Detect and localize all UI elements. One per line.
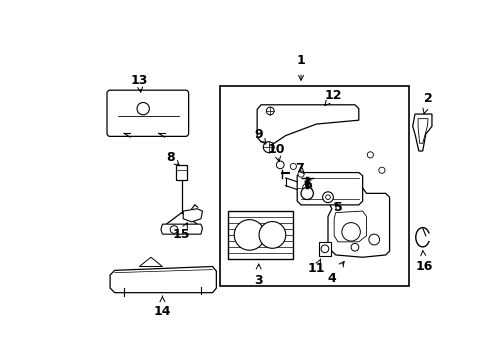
Text: 8: 8 bbox=[165, 150, 179, 166]
Text: 11: 11 bbox=[307, 259, 325, 275]
Polygon shape bbox=[183, 209, 202, 222]
Circle shape bbox=[276, 161, 284, 169]
Circle shape bbox=[290, 163, 296, 170]
Circle shape bbox=[263, 142, 274, 153]
Circle shape bbox=[297, 171, 304, 177]
Polygon shape bbox=[110, 266, 216, 293]
Circle shape bbox=[301, 187, 313, 199]
Polygon shape bbox=[417, 119, 427, 143]
Text: 6: 6 bbox=[302, 177, 311, 190]
Text: 9: 9 bbox=[254, 127, 265, 144]
Polygon shape bbox=[412, 114, 431, 151]
Circle shape bbox=[170, 226, 178, 233]
Circle shape bbox=[322, 192, 333, 203]
Circle shape bbox=[234, 220, 264, 250]
Circle shape bbox=[266, 107, 274, 115]
Text: 13: 13 bbox=[130, 74, 148, 92]
Bar bbox=[318, 242, 330, 256]
Circle shape bbox=[259, 221, 285, 248]
Text: 2: 2 bbox=[422, 92, 431, 114]
Text: 4: 4 bbox=[327, 261, 344, 284]
Circle shape bbox=[302, 183, 311, 193]
Polygon shape bbox=[139, 257, 162, 266]
Text: 12: 12 bbox=[324, 89, 342, 105]
Text: 16: 16 bbox=[415, 251, 432, 273]
Text: 3: 3 bbox=[254, 264, 263, 287]
Text: 14: 14 bbox=[153, 296, 171, 318]
Polygon shape bbox=[333, 211, 366, 242]
Circle shape bbox=[341, 222, 360, 241]
Circle shape bbox=[378, 167, 384, 173]
Text: 5: 5 bbox=[333, 201, 342, 214]
Polygon shape bbox=[161, 224, 202, 234]
Circle shape bbox=[368, 234, 379, 245]
Polygon shape bbox=[297, 172, 362, 205]
Circle shape bbox=[137, 103, 149, 115]
Text: 15: 15 bbox=[173, 223, 190, 240]
Bar bbox=[176, 165, 187, 180]
Circle shape bbox=[350, 243, 358, 251]
Bar bbox=[220, 86, 408, 286]
Circle shape bbox=[366, 152, 373, 158]
Text: 7: 7 bbox=[295, 162, 304, 175]
Text: 1: 1 bbox=[296, 54, 305, 80]
Circle shape bbox=[321, 245, 328, 253]
Polygon shape bbox=[257, 105, 358, 143]
FancyBboxPatch shape bbox=[107, 90, 188, 136]
Text: 10: 10 bbox=[267, 143, 285, 162]
Bar bbox=[227, 211, 293, 259]
Circle shape bbox=[325, 195, 329, 199]
Polygon shape bbox=[327, 188, 389, 257]
